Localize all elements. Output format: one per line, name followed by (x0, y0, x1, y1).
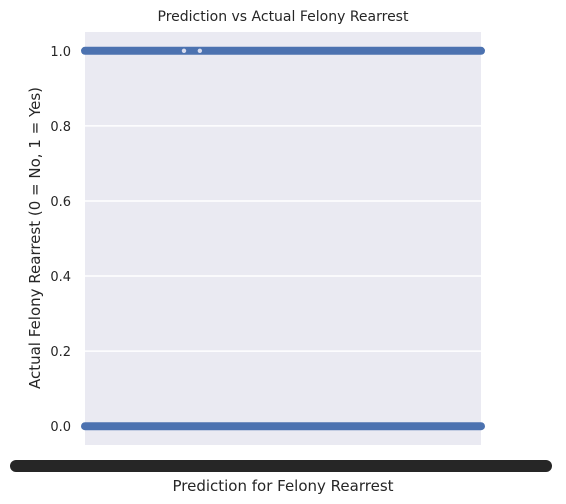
point-gap (197, 48, 203, 53)
plot-area (85, 32, 481, 445)
data-marks (81, 46, 485, 431)
y-tick-label: 0.2 (50, 345, 71, 360)
x-axis-ticks (10, 460, 552, 472)
x-tick-labels-overlap (10, 460, 552, 472)
y-tick-label: 1.0 (50, 45, 71, 60)
y-tick-label: 0.0 (50, 420, 71, 435)
point-gap (181, 48, 187, 53)
y-axis-label: Actual Felony Rearrest (0 = No, 1 = Yes) (26, 87, 44, 389)
chart-title: Prediction vs Actual Felony Rearrest (158, 9, 409, 25)
y-tick-label: 0.8 (50, 120, 71, 135)
x-axis-label: Prediction for Felony Rearrest (172, 477, 393, 495)
y-tick-label: 0.6 (50, 195, 71, 210)
y-axis-ticks: 0.0 0.2 0.4 0.6 0.8 1.0 (50, 45, 71, 435)
y-tick-label: 0.4 (50, 270, 71, 285)
